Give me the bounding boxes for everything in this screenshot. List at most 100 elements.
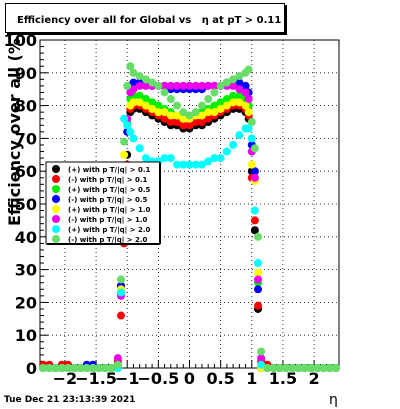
x-tick-label: −1 (115, 369, 140, 388)
data-point (241, 88, 250, 97)
data-point (191, 81, 200, 90)
data-point (210, 101, 219, 110)
data-point (129, 78, 138, 87)
data-point (129, 98, 138, 107)
data-point (235, 98, 244, 107)
data-point (173, 118, 182, 126)
data-point (197, 118, 206, 126)
y-tick-label: 30 (15, 261, 37, 280)
data-point (173, 160, 182, 169)
data-point (51, 364, 60, 372)
y-tick-label: 70 (15, 129, 37, 148)
data-point (39, 364, 48, 372)
data-point (216, 154, 225, 163)
data-point (173, 101, 182, 110)
data-point (160, 81, 169, 90)
data-point (254, 268, 263, 277)
data-point (235, 91, 244, 100)
data-point (120, 137, 129, 146)
data-point (229, 140, 238, 149)
data-point (135, 144, 144, 153)
data-point (216, 98, 225, 107)
data-point (229, 81, 238, 90)
legend-entry: (+) with p T/|q| > 0.1 (68, 166, 151, 175)
data-point (141, 154, 150, 163)
data-point (129, 68, 138, 77)
data-point (222, 95, 231, 104)
data-point (254, 232, 263, 241)
data-point (247, 134, 256, 143)
data-point (141, 81, 150, 90)
legend-marker (52, 185, 60, 193)
data-point (257, 360, 266, 369)
legend-entry: (-) with p T/|q| > 2.0 (68, 236, 148, 245)
data-point (247, 118, 256, 126)
x-tick-label: −0.5 (137, 369, 179, 388)
data-point (116, 311, 125, 320)
data-point (148, 98, 157, 107)
data-point (45, 364, 54, 372)
data-point (250, 167, 259, 176)
y-tick-label: 20 (15, 293, 37, 312)
data-point (179, 160, 188, 169)
x-tick-label: 0 (184, 369, 195, 388)
legend-box (45, 161, 161, 245)
chart-title: Efficiency over all for Global vs η at p… (17, 15, 282, 26)
data-point (76, 364, 85, 372)
data-point (166, 154, 175, 163)
data-point (154, 81, 163, 90)
data-point (269, 364, 278, 372)
data-point (120, 150, 129, 159)
data-point (235, 72, 244, 81)
data-point (120, 114, 129, 123)
legend-entry: (+) with p T/|q| > 1.0 (68, 206, 151, 215)
data-point (126, 62, 135, 71)
data-point (123, 121, 132, 130)
data-point (244, 95, 253, 104)
data-point (250, 226, 259, 235)
data-point (197, 111, 206, 120)
data-point (126, 127, 135, 136)
y-tick-label: 0 (26, 359, 37, 378)
data-point (191, 108, 200, 117)
data-point (306, 364, 315, 372)
data-point (95, 364, 104, 372)
legend-marker (52, 215, 60, 223)
data-point (135, 72, 144, 81)
data-point (204, 157, 213, 166)
data-point (179, 121, 188, 130)
data-point (160, 154, 169, 163)
data-point (257, 347, 266, 356)
data-point (247, 160, 256, 169)
y-axis-label: Efficiency over all (%) (5, 31, 24, 226)
data-point (254, 259, 263, 268)
data-point (210, 88, 219, 97)
data-point (179, 81, 188, 90)
data-point (331, 364, 340, 372)
data-point (210, 154, 219, 163)
data-point (185, 111, 194, 120)
data-point (116, 275, 125, 284)
legend-marker (52, 195, 60, 203)
plot-frame (39, 39, 340, 369)
data-point (160, 108, 169, 117)
data-point (222, 78, 231, 87)
data-point (141, 75, 150, 84)
y-tick-label: 60 (15, 162, 37, 181)
data-point (197, 81, 206, 90)
data-point (216, 81, 225, 90)
y-tick-label: 100 (4, 31, 37, 50)
data-point (185, 160, 194, 169)
data-point (313, 364, 322, 372)
legend-entry: (+) with p T/|q| > 0.5 (68, 186, 151, 195)
data-point (166, 111, 175, 120)
data-point (275, 364, 284, 372)
data-point (244, 108, 253, 117)
data-point (129, 134, 138, 143)
data-point (288, 364, 297, 372)
data-point (300, 364, 309, 372)
data-point (263, 364, 272, 372)
x-tick-label: 2 (309, 369, 320, 388)
data-point (250, 216, 259, 225)
